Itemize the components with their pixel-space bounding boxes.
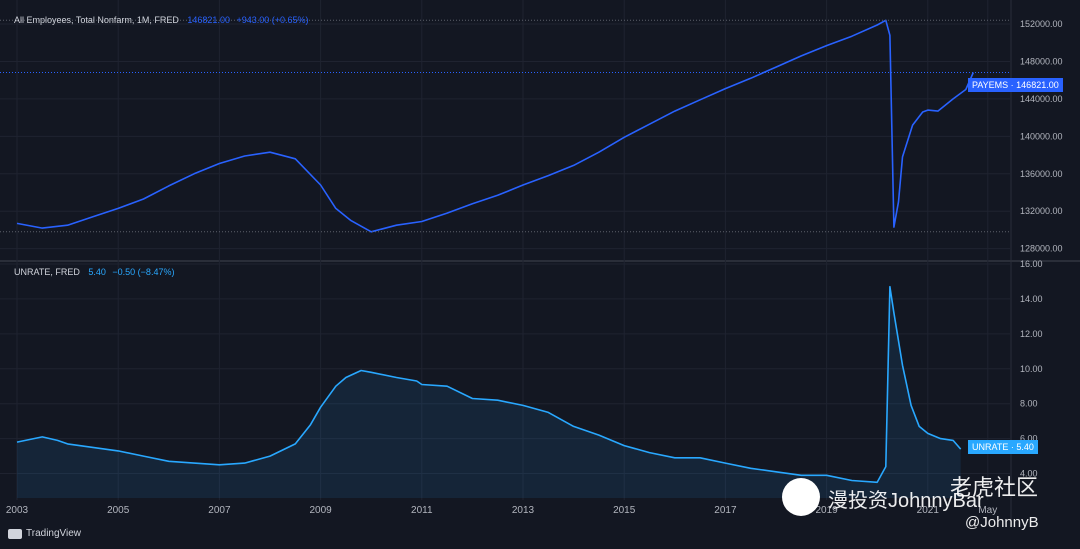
unrate-series-line <box>16 285 962 484</box>
payems-change: +943.00 (+0.65%) <box>236 15 309 25</box>
payems-value: 146821.00 <box>187 15 230 25</box>
x-tick-label: 2019 <box>815 505 838 516</box>
x-tick-label: May <box>978 505 997 516</box>
y-tick-label: 6.00 <box>1020 434 1038 444</box>
y-tick-label: 128000.00 <box>1020 244 1063 254</box>
x-tick-label: 2017 <box>714 505 737 516</box>
y-tick-label: 4.00 <box>1020 469 1038 479</box>
x-tick-label: 2005 <box>107 505 130 516</box>
tradingview-label: TradingView <box>26 528 82 539</box>
wechat-logo-icon <box>782 478 820 516</box>
handle-watermark: @JohnnyB <box>965 514 1039 531</box>
x-tick-label: 2003 <box>6 505 29 516</box>
x-tick-label: 2021 <box>917 505 940 516</box>
unrate-value: 5.40 <box>88 267 106 277</box>
unrate-area-fill <box>17 286 961 498</box>
wechat-watermark: 漫投资JohnnyBar <box>828 490 984 512</box>
unrate-legend: UNRATE, FRED 5.40 −0.50 (−8.47%) <box>14 267 174 277</box>
y-tick-label: 140000.00 <box>1020 131 1063 141</box>
payems-legend: All Employees, Total Nonfarm, 1M, FRED 1… <box>14 15 309 25</box>
y-tick-label: 16.00 <box>1020 259 1043 269</box>
y-tick-label: 148000.00 <box>1020 56 1063 66</box>
payems-price-tag: PAYEMS · 146821.00 <box>968 78 1063 92</box>
payems-series-line <box>16 19 975 233</box>
y-tick-label: 14.00 <box>1020 294 1043 304</box>
y-tick-label: 12.00 <box>1020 329 1043 339</box>
y-tick-label: 132000.00 <box>1020 206 1063 216</box>
x-tick-label: 2013 <box>512 505 535 516</box>
unrate-change: −0.50 (−8.47%) <box>112 267 175 277</box>
y-tick-label: 10.00 <box>1020 364 1043 374</box>
y-tick-label: 144000.00 <box>1020 94 1063 104</box>
y-tick-label: 8.00 <box>1020 399 1038 409</box>
payems-title: All Employees, Total Nonfarm, 1M, FRED <box>14 15 179 25</box>
unrate-price-tag: UNRATE · 5.40 <box>968 440 1038 454</box>
x-tick-label: 2015 <box>613 505 636 516</box>
x-tick-label: 2007 <box>208 505 231 516</box>
tradingview-brand[interactable]: TradingView <box>8 528 81 539</box>
tradingview-logo-icon <box>8 528 22 539</box>
unrate-title: UNRATE, FRED <box>14 267 80 277</box>
y-tick-label: 152000.00 <box>1020 19 1063 29</box>
tiger-watermark: 老虎社区 <box>950 475 1039 500</box>
x-tick-label: 2009 <box>309 505 332 516</box>
x-tick-label: 2011 <box>411 505 433 516</box>
y-tick-label: 136000.00 <box>1020 169 1063 179</box>
